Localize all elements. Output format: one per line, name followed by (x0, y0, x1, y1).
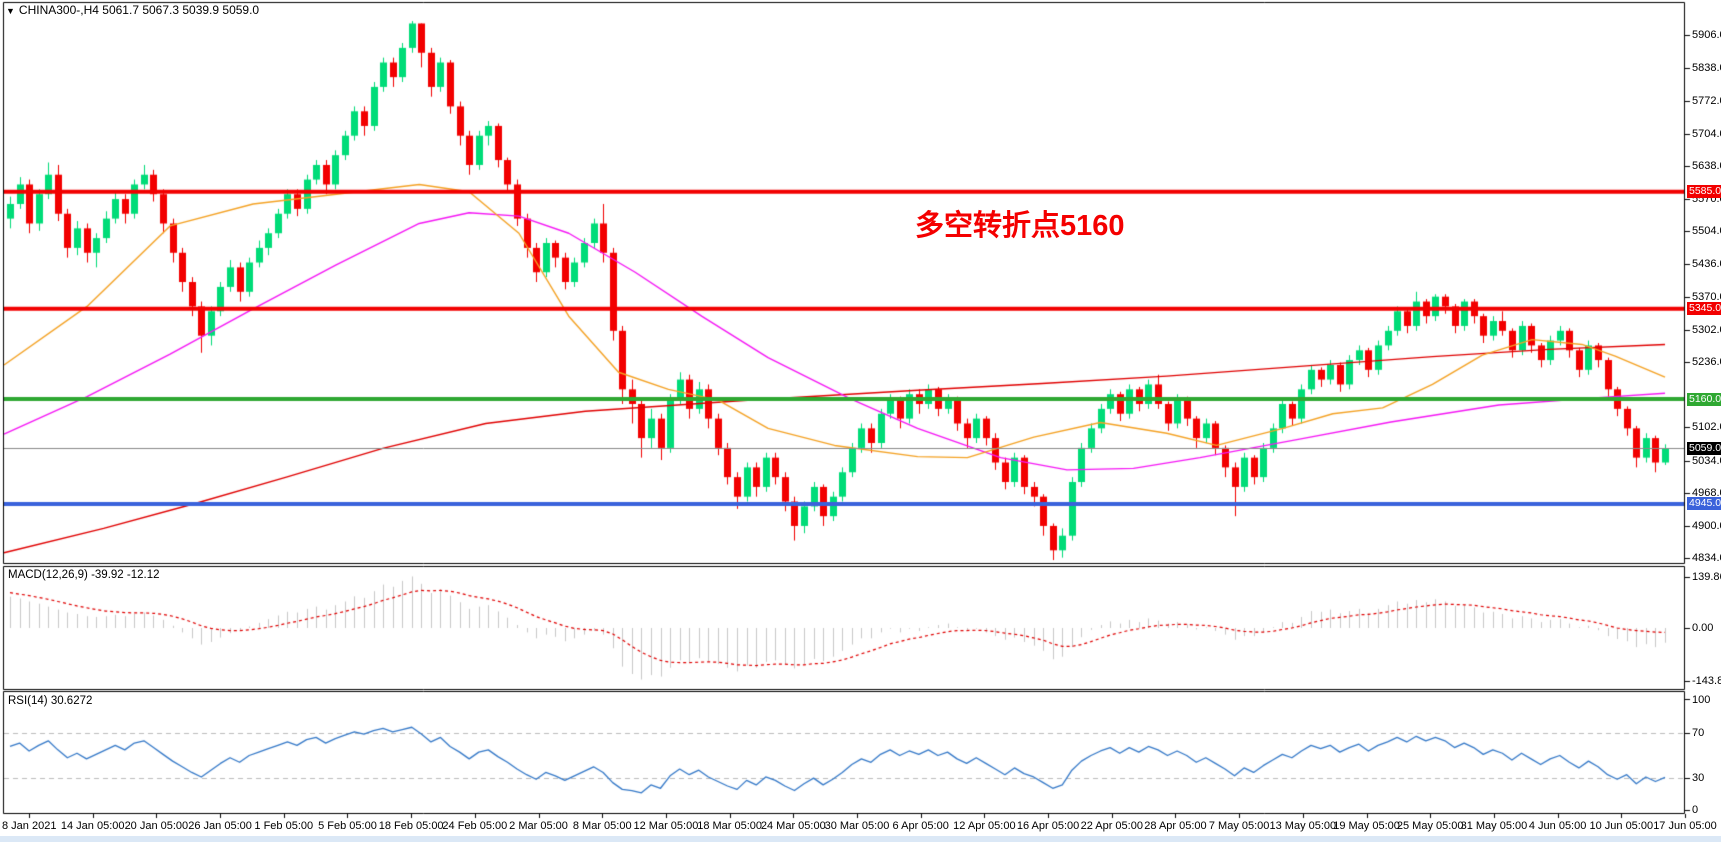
price-tick-label: 5838.0 (1692, 62, 1721, 75)
symbol-info: ▼ CHINA300-,H4 5061.7 5067.3 5039.9 5059.… (6, 3, 259, 17)
time-axis-label: 12 Apr 05:00 (953, 820, 1016, 832)
price-tick-label: 5504.0 (1692, 225, 1721, 238)
price-tick-label: 4834.0 (1692, 552, 1721, 565)
time-axis-label: 1 Feb 05:00 (254, 820, 314, 832)
time-axis-label: 24 Mar 05:00 (760, 820, 826, 832)
time-axis-label: 8 Jan 2021 (2, 820, 57, 832)
price-line-label: 5059.0 (1687, 441, 1721, 455)
time-axis-label: 14 Jan 05:00 (60, 820, 125, 832)
price-tick-label: 5102.0 (1692, 421, 1721, 434)
time-axis-label: 20 Jan 05:00 (124, 820, 189, 832)
price-tick-label: 5370.0 (1692, 290, 1721, 303)
price-tick-label: 5638.0 (1692, 159, 1721, 172)
macd-tick-label: 139.86 (1692, 570, 1721, 583)
rsi-tick-label: 100 (1692, 694, 1711, 706)
time-axis-label: 4 Jun 05:00 (1528, 820, 1587, 832)
rsi-indicator-label: RSI(14) 30.6272 (8, 695, 93, 707)
time-axis-label: 12 Mar 05:00 (633, 820, 699, 832)
time-axis-label: 26 Jan 05:00 (188, 820, 252, 832)
time-axis-label: 19 May 05:00 (1333, 820, 1400, 832)
symbol-ohlc-text: CHINA300-,H4 5061.7 5067.3 5039.9 5059.0 (18, 3, 260, 17)
price-tick-label: 5906.0 (1692, 29, 1721, 42)
time-axis-label: 13 May 05:00 (1269, 820, 1337, 832)
rsi-tick-label: 30 (1692, 772, 1705, 785)
time-axis-label: 7 May 05:00 (1208, 820, 1270, 832)
price-tick-label: 5772.0 (1692, 94, 1721, 107)
macd-tick-label: -143.82 (1692, 674, 1721, 687)
price-tick-label: 4968.0 (1692, 486, 1721, 499)
time-axis-label: 24 Feb 05:00 (442, 820, 508, 832)
time-axis-label: 6 Apr 05:00 (892, 820, 949, 832)
macd-tick-label: 0.00 (1692, 622, 1714, 634)
time-axis-label: 17 Jun 05:00 (1653, 820, 1717, 832)
time-axis-label: 31 May 05:00 (1460, 820, 1528, 832)
chart-annotation-text: 多空转折点5160 (915, 210, 1125, 242)
price-tick-label: 5436.0 (1692, 258, 1721, 271)
time-axis-label: 25 May 05:00 (1396, 820, 1464, 832)
symbol-dropdown-icon[interactable]: ▼ (6, 6, 15, 16)
price-line-label: 5585.0 (1687, 185, 1721, 199)
time-axis-label: 5 Feb 05:00 (318, 820, 377, 832)
macd-indicator-label: MACD(12,26,9) -39.92 -12.12 (8, 569, 160, 581)
time-axis-label: 10 Jun 05:00 (1589, 820, 1654, 832)
time-axis-label: 8 Mar 05:00 (572, 820, 632, 832)
price-tick-label: 5034.0 (1692, 454, 1721, 467)
price-line-label: 4945.0 (1687, 497, 1721, 511)
time-axis-label: 2 Mar 05:00 (509, 820, 568, 832)
price-line-label: 5160.0 (1687, 392, 1721, 406)
rsi-tick-label: 70 (1692, 726, 1705, 739)
time-axis-label: 18 Feb 05:00 (378, 820, 444, 832)
bottom-strip (0, 836, 1721, 842)
price-tick-label: 5236.0 (1692, 356, 1721, 369)
time-axis-label: 16 Apr 05:00 (1016, 820, 1080, 832)
price-tick-label: 5704.0 (1692, 127, 1721, 140)
price-line-label: 5345.0 (1687, 302, 1721, 316)
time-axis-label: 28 Apr 05:00 (1144, 820, 1207, 832)
price-tick-label: 4900.0 (1692, 519, 1721, 532)
time-axis-label: 22 Apr 05:00 (1080, 820, 1143, 832)
price-tick-label: 5302.0 (1692, 323, 1721, 336)
time-axis-label: 18 Mar 05:00 (697, 820, 763, 832)
rsi-tick-label: 0 (1692, 804, 1699, 816)
time-axis-label: 30 Mar 05:00 (824, 820, 890, 832)
